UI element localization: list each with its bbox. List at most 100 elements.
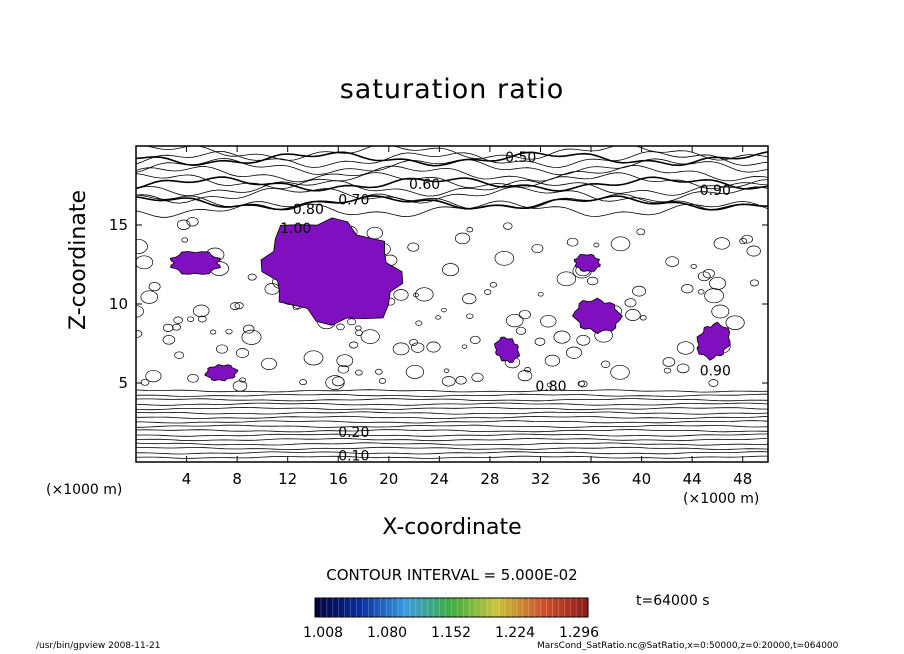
contour-cell <box>489 282 498 288</box>
contour-cell <box>708 379 719 387</box>
contour-cell <box>636 228 646 236</box>
contour-line <box>136 446 768 451</box>
contour-cell <box>299 379 307 386</box>
contour-line <box>136 172 768 190</box>
contour-line <box>136 195 768 211</box>
contour-line <box>136 179 768 197</box>
contour-cell <box>524 367 531 373</box>
supersaturated-region <box>204 364 239 382</box>
contour-cell <box>593 242 600 248</box>
x-tick-label: 12 <box>278 470 297 488</box>
contour-cell <box>600 360 611 368</box>
contour-label: 0.80 <box>535 379 566 395</box>
contour-cell <box>577 380 585 387</box>
x-tick-label: 28 <box>480 470 499 488</box>
contour-cell <box>336 323 345 331</box>
contour-cell <box>349 341 359 349</box>
contour-cell <box>354 325 362 331</box>
x-tick-label: 32 <box>531 470 550 488</box>
contour-cell <box>162 335 176 345</box>
contour-cell <box>709 276 727 290</box>
contour-cell <box>140 290 159 304</box>
contour-cell <box>741 234 753 244</box>
contour-line <box>136 176 768 192</box>
contour-line <box>136 424 768 428</box>
contour-cell <box>676 341 695 355</box>
contour-cell <box>247 273 257 281</box>
contour-cell <box>566 237 579 247</box>
contour-cell <box>531 243 544 254</box>
x-tick-label: 48 <box>733 470 752 488</box>
contour-line <box>136 389 768 393</box>
contour-cell <box>435 315 441 320</box>
contour-cell <box>405 364 425 379</box>
chart-title: saturation ratio <box>339 74 565 105</box>
contour-cell <box>148 282 161 292</box>
contour-line <box>136 451 768 455</box>
contour-cell <box>209 329 217 335</box>
contour-line <box>136 455 768 459</box>
contour-label: 0.90 <box>700 183 731 199</box>
contour-cell <box>413 292 419 298</box>
contour-cell <box>663 367 672 374</box>
contour-cell <box>392 342 410 356</box>
contour-cell <box>140 378 150 386</box>
contour-cell <box>713 237 730 250</box>
footer-command: /usr/bin/gpview 2008-11-21 <box>36 641 161 651</box>
contour-cell <box>409 338 419 346</box>
contour-cell <box>331 376 345 387</box>
contour-label: 0.90 <box>700 363 731 379</box>
contour-line <box>136 406 768 411</box>
contour-cell <box>264 283 280 295</box>
contour-lines <box>136 146 768 459</box>
contour-cell <box>518 309 531 320</box>
contour-cell <box>375 368 383 375</box>
contour-cell <box>697 289 705 295</box>
contour-cell <box>411 342 425 353</box>
contour-cell <box>546 382 553 388</box>
contour-labels: 0.50 0.60 0.90 0.70 0.80 1.00 0.90 0.80 0.20 0.10 <box>280 150 731 465</box>
contour-cell <box>366 226 383 240</box>
x-axis-ticks: 4 8 12 16 20 24 28 32 36 40 44 48 <box>182 146 752 488</box>
plot-frame <box>135 145 769 463</box>
contour-line <box>136 433 768 437</box>
x-tick-label: 8 <box>232 470 242 488</box>
contour-cell <box>702 269 715 279</box>
contour-cell <box>454 232 471 245</box>
contour-cell <box>355 369 363 376</box>
contour-cell <box>234 302 244 310</box>
supersaturated-region <box>169 251 222 275</box>
y-axis-unit: (×1000 m) <box>46 482 123 498</box>
contour-cell <box>455 376 467 385</box>
contour-cell <box>174 351 185 359</box>
colorbar-tick-label: 1.008 <box>303 625 343 641</box>
contour-cell <box>181 237 189 243</box>
y-axis-ticks: 5 10 15 <box>109 216 768 392</box>
contour-line <box>136 420 768 424</box>
contour-cell <box>192 304 210 318</box>
y-tick-label: 10 <box>109 295 128 313</box>
contour-cell <box>503 222 513 230</box>
colorbar-tick-label: 1.296 <box>559 625 599 641</box>
contour-cell <box>515 326 527 335</box>
contour-cell <box>665 256 680 267</box>
contour-cell <box>136 329 143 338</box>
contour-cell <box>176 219 191 230</box>
contour-cell <box>690 263 697 269</box>
contour-cell <box>556 271 577 287</box>
contour-cell <box>697 271 711 282</box>
contour-line <box>136 398 768 402</box>
contour-cell <box>172 323 181 331</box>
contour-label: 0.50 <box>505 150 536 166</box>
contour-cell <box>711 304 730 319</box>
contour-label: 0.20 <box>338 425 369 441</box>
contour-cell <box>494 250 515 266</box>
contour-cell <box>537 291 544 297</box>
contour-cell <box>624 298 637 308</box>
contour-cell <box>462 293 477 305</box>
colorbar-tick-label: 1.224 <box>495 625 535 641</box>
contour-label: 0.80 <box>293 202 324 218</box>
contour-cell <box>136 305 144 318</box>
contour-cell <box>586 276 599 286</box>
